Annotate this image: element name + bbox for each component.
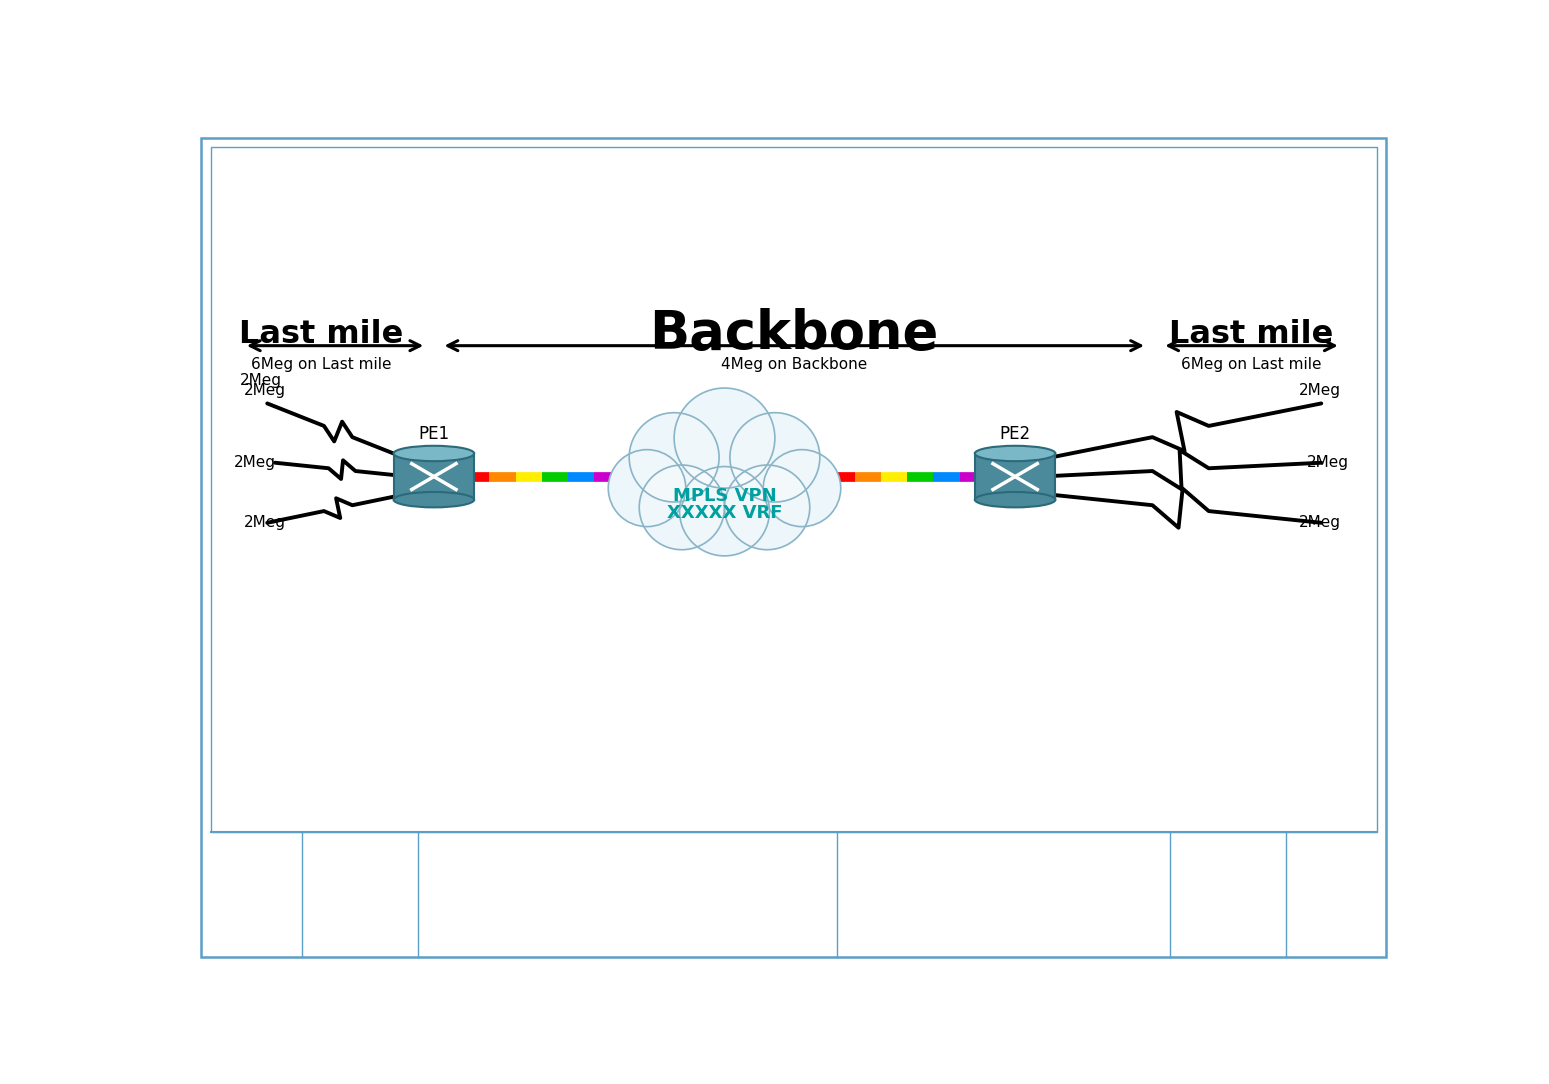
Text: PE1: PE1 [418,425,449,442]
Text: XXXXX VRF: XXXXX VRF [666,504,782,521]
Circle shape [725,466,809,549]
Circle shape [730,413,819,502]
Circle shape [609,450,686,527]
Text: PE2: PE2 [999,425,1030,442]
Ellipse shape [974,492,1055,507]
Text: 6Meg on Last mile: 6Meg on Last mile [1182,358,1321,372]
Circle shape [630,413,719,501]
Circle shape [674,388,774,488]
Circle shape [725,465,810,550]
Text: 2Meg: 2Meg [245,515,287,530]
Text: 2Meg: 2Meg [1306,455,1348,470]
Circle shape [764,450,841,527]
Circle shape [764,450,841,527]
Text: Backbone: Backbone [649,308,939,360]
Circle shape [680,466,770,556]
Ellipse shape [393,446,474,461]
Text: Last mile: Last mile [240,319,404,350]
Circle shape [764,450,840,526]
Text: 2Meg: 2Meg [1298,383,1340,398]
Circle shape [609,450,686,527]
Circle shape [629,413,719,502]
Circle shape [680,466,770,556]
Text: Last mile: Last mile [1169,319,1334,350]
Ellipse shape [974,446,1055,461]
Circle shape [680,467,768,555]
Text: 2Meg: 2Meg [1298,515,1340,530]
Circle shape [675,389,774,488]
FancyBboxPatch shape [393,453,474,500]
FancyBboxPatch shape [974,453,1055,500]
Text: MPLS VPN: MPLS VPN [672,487,776,505]
Circle shape [640,465,725,550]
Circle shape [629,413,719,502]
Text: 4Meg on Backbone: 4Meg on Backbone [722,358,867,372]
Circle shape [725,465,810,550]
Text: 2Meg: 2Meg [240,373,282,388]
Circle shape [731,413,819,501]
Circle shape [640,466,723,549]
Text: 2Meg: 2Meg [245,383,287,398]
Circle shape [674,388,774,488]
Circle shape [730,413,819,502]
Circle shape [609,450,685,526]
Ellipse shape [393,492,474,507]
Bar [211,147,1377,833]
Circle shape [640,465,725,550]
Text: 6Meg on Last mile: 6Meg on Last mile [251,358,392,372]
Text: 2Meg: 2Meg [234,455,276,470]
